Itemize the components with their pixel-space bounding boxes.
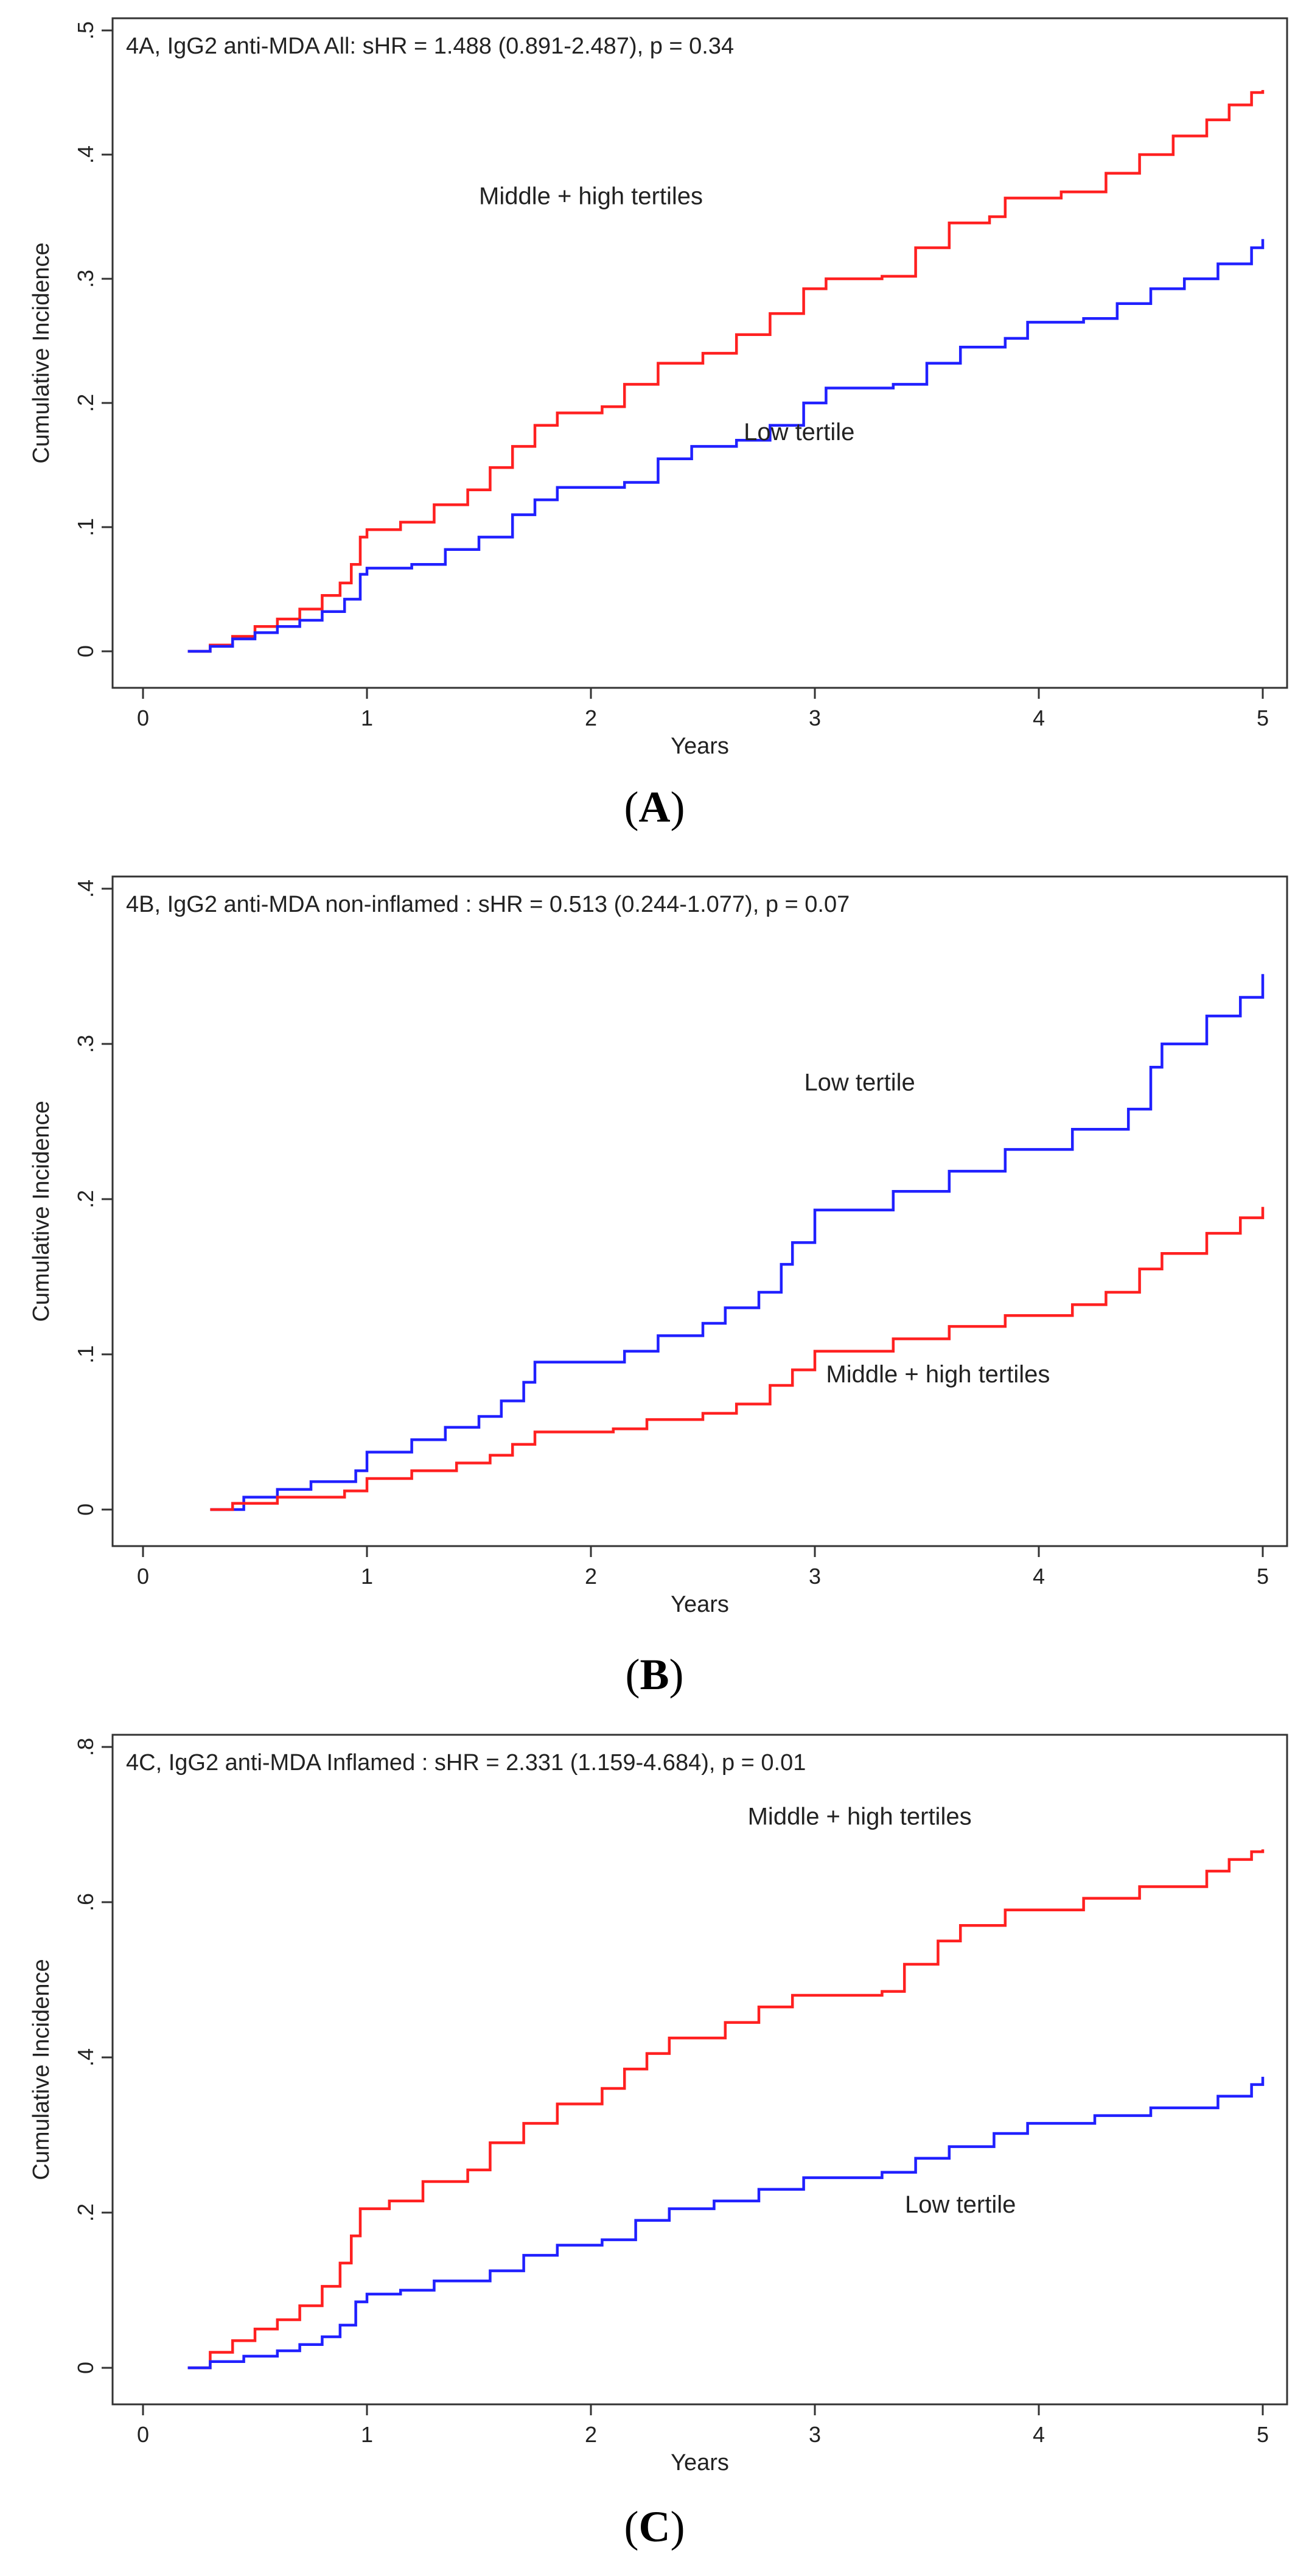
y-tick-label: .6 <box>73 1893 98 1911</box>
series-label-1: Low tertile <box>905 2191 1016 2218</box>
x-tick-label: 0 <box>137 1564 149 1589</box>
series-line-0 <box>187 1849 1265 2370</box>
x-tick-label: 3 <box>809 705 821 730</box>
x-tick-label: 1 <box>361 1564 373 1589</box>
y-tick-label: 0 <box>73 645 98 657</box>
chart-a: 0 .1 .2 .3 .4 .5 0 1 2 3 4 5 Years Cumulative Inciden… <box>29 17 1288 759</box>
y-axis-label: Cumulative Incidence <box>29 242 54 463</box>
panel-b: 0 .1 .2 .3 .4 0 1 2 3 4 5 Years Cumulative Incidence… <box>0 858 1309 1710</box>
x-tick-label: 5 <box>1257 2422 1269 2447</box>
caption-c-letter: C <box>638 2502 671 2551</box>
panel-a: 0 .1 .2 .3 .4 .5 0 1 2 3 4 5 Years Cumulative Inciden… <box>0 0 1309 852</box>
y-tick-label: .4 <box>73 145 98 164</box>
y-axis-label: Cumulative Incidence <box>29 1959 54 2180</box>
y-tick-label: .2 <box>73 2203 98 2222</box>
y-tick-label: .2 <box>73 394 98 412</box>
x-tick-label: 2 <box>585 1564 597 1589</box>
plot-frame <box>111 875 1288 1547</box>
x-tick-label: 5 <box>1257 705 1269 730</box>
x-tick-label: 1 <box>361 2422 373 2447</box>
y-tick-label: .2 <box>73 1190 98 1208</box>
series-label-1: Middle + high tertiles <box>826 1361 1050 1388</box>
y-tick-label: .1 <box>73 518 98 536</box>
y-tick-label: 0 <box>73 1503 98 1516</box>
y-tick-label: .3 <box>73 1035 98 1053</box>
plot-frame <box>111 17 1288 689</box>
caption-b-letter: B <box>640 1650 669 1699</box>
series-label-0: Middle + high tertiles <box>479 183 703 210</box>
caption-a-letter: A <box>638 783 671 831</box>
series-line-0 <box>210 974 1265 1511</box>
panel-c: 0 .2 .4 .6 .8 0 1 2 3 4 5 Years Cumulative Incidence… <box>0 1717 1309 2569</box>
x-axis-label: Years <box>671 2450 729 2476</box>
y-axis-label: Cumulative Incidence <box>29 1101 54 1321</box>
y-tick-label: .8 <box>73 1738 98 1756</box>
x-tick-label: 4 <box>1033 2422 1045 2447</box>
chart-c: 0 .2 .4 .6 .8 0 1 2 3 4 5 Years Cumulative Incidence… <box>29 1734 1288 2476</box>
series-label-0: Low tertile <box>804 1069 915 1096</box>
x-tick-label: 3 <box>809 1564 821 1589</box>
series-line-1 <box>187 239 1265 653</box>
caption-c: (C) <box>624 2502 685 2551</box>
series-label-1: Low tertile <box>744 419 854 446</box>
y-tick-label: .4 <box>73 880 98 898</box>
x-tick-label: 0 <box>137 2422 149 2447</box>
y-tick-label: .3 <box>73 270 98 288</box>
chart-b: 0 .1 .2 .3 .4 0 1 2 3 4 5 Years Cumulative Incidence… <box>29 875 1288 1617</box>
y-tick-label: 0 <box>73 2362 98 2374</box>
x-tick-label: 2 <box>585 2422 597 2447</box>
series-line-1 <box>210 1206 1265 1511</box>
y-tick-label: .5 <box>73 21 98 40</box>
x-tick-label: 5 <box>1257 1564 1269 1589</box>
series-line-0 <box>187 89 1265 653</box>
x-tick-label: 2 <box>585 705 597 730</box>
caption-b: (B) <box>625 1650 684 1699</box>
stats-annotation: 4C, IgG2 anti-MDA Inflamed : sHR = 2.331… <box>126 1750 806 1776</box>
x-tick-label: 3 <box>809 2422 821 2447</box>
series-line-1 <box>187 2076 1265 2370</box>
y-tick-label: .4 <box>73 2048 98 2067</box>
x-axis-label: Years <box>671 733 729 759</box>
plot-frame <box>111 1734 1288 2406</box>
caption-a: (A) <box>624 783 685 831</box>
stats-annotation: 4A, IgG2 anti-MDA All: sHR = 1.488 (0.89… <box>126 33 734 59</box>
series-label-0: Middle + high tertiles <box>748 1804 972 1830</box>
x-tick-label: 4 <box>1033 705 1045 730</box>
x-tick-label: 4 <box>1033 1564 1045 1589</box>
x-axis-label: Years <box>671 1592 729 1617</box>
stats-annotation: 4B, IgG2 anti-MDA non-inflamed : sHR = 0… <box>126 892 850 917</box>
y-tick-label: .1 <box>73 1345 98 1363</box>
x-tick-label: 0 <box>137 705 149 730</box>
x-tick-label: 1 <box>361 705 373 730</box>
